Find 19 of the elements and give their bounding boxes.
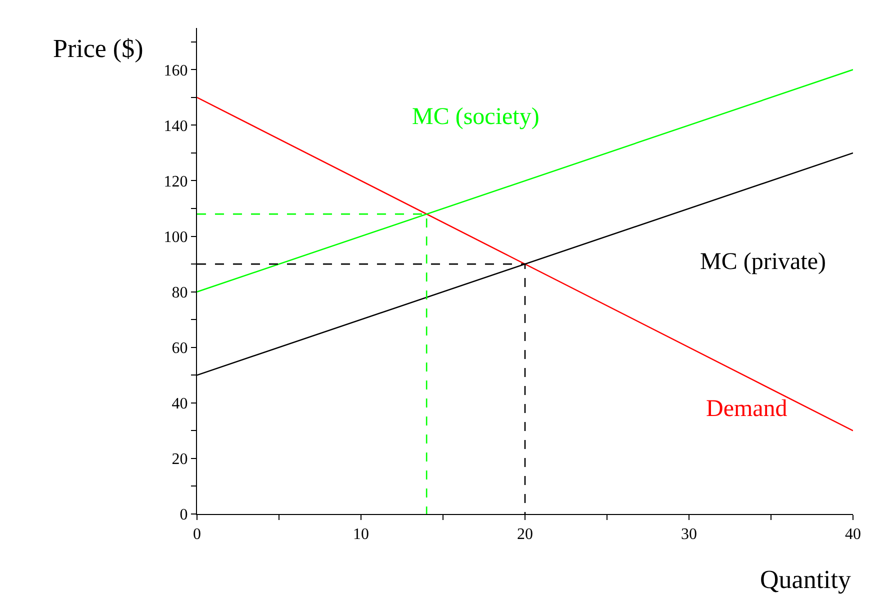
x-tick-label: 0: [193, 526, 201, 544]
x-axis-title: Quantity: [760, 565, 851, 594]
series-label: Demand: [706, 396, 788, 422]
x-tick-label: 20: [517, 526, 533, 544]
x-tick-label: 30: [681, 526, 697, 544]
y-tick-label: 140: [164, 118, 188, 135]
x-tick-label: 40: [845, 526, 861, 544]
y-tick-label: 160: [164, 62, 188, 80]
series-label: MC (private): [700, 249, 826, 275]
y-tick-label: 120: [164, 173, 188, 190]
y-tick-label: 80: [172, 284, 188, 302]
x-tick-label: 10: [353, 526, 369, 544]
y-axis-title: Price ($): [53, 34, 144, 63]
y-tick-label: 40: [172, 396, 188, 413]
y-tick-label: 100: [164, 228, 188, 246]
series-label: MC (society): [412, 104, 540, 130]
y-tick-label: 60: [172, 340, 188, 357]
y-tick-label: 0: [180, 506, 188, 524]
y-tick-label: 20: [172, 451, 188, 468]
